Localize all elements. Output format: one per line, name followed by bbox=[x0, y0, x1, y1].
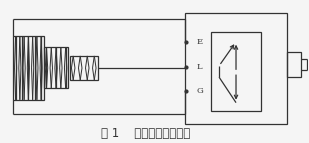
Bar bbox=[287, 52, 301, 77]
Bar bbox=[70, 56, 98, 80]
Text: G: G bbox=[197, 87, 204, 95]
Text: L: L bbox=[197, 62, 203, 70]
Bar bbox=[13, 36, 44, 100]
Bar bbox=[185, 13, 287, 124]
Bar bbox=[44, 47, 68, 89]
Text: 图 1    兆欧表的接线方式: 图 1 兆欧表的接线方式 bbox=[101, 127, 190, 140]
Bar bbox=[211, 32, 260, 111]
Text: E: E bbox=[197, 38, 203, 46]
